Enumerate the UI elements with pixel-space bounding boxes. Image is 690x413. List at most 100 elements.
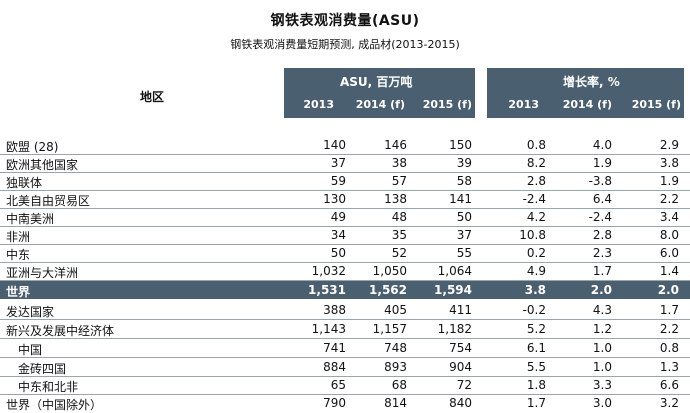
growth-2014: 6.4 [592, 192, 612, 206]
asu-2015: 411 [449, 303, 472, 317]
table-row: 独联体 59 57 58 2.8 -3.8 1.9 [0, 172, 690, 191]
table-row: 中国 741 748 754 6.1 1.0 0.8 [0, 339, 690, 358]
growth-2015: 2.0 [657, 283, 679, 297]
asu-2014: 1,157 [372, 322, 407, 336]
region-label: 亚洲与大洋洲 [6, 266, 79, 280]
asu-2014: 405 [384, 303, 407, 317]
region-label: 中国 [18, 343, 43, 357]
growth-2015: 3.8 [659, 156, 679, 170]
asu-2014: 52 [391, 246, 407, 260]
growth-year-2015: 2015 (f) [631, 98, 681, 111]
asu-2013: 65 [330, 378, 346, 392]
region-label: 中南美洲 [6, 212, 55, 226]
growth-2013: 8.2 [526, 156, 546, 170]
growth-header-block: 增长率, % 2013 2014 (f) 2015 (f) [487, 68, 684, 118]
growth-2015: 2.9 [659, 138, 679, 152]
growth-2013: -0.2 [522, 303, 546, 317]
growth-2015: 1.9 [659, 174, 679, 188]
table-row: 欧盟 (28) 140 146 150 0.8 4.0 2.9 [0, 136, 690, 155]
growth-2015: 1.7 [659, 303, 679, 317]
growth-2014: -3.8 [588, 174, 612, 188]
table-row: 欧洲其他国家 37 38 39 8.2 1.9 3.8 [0, 154, 690, 173]
asu-2015: 754 [449, 341, 472, 355]
growth-2013: -2.4 [522, 192, 546, 206]
asu-2014: 146 [384, 138, 407, 152]
asu-2013: 1,531 [308, 283, 346, 297]
table-row: 中东 50 52 55 0.2 2.3 6.0 [0, 244, 690, 263]
asu-2013: 388 [323, 303, 346, 317]
growth-2014: 1.7 [592, 264, 612, 278]
asu-2015: 1,594 [434, 283, 472, 297]
asu-2015: 55 [456, 246, 472, 260]
growth-2013: 2.8 [526, 174, 546, 188]
table-row: 中南美洲 49 48 50 4.2 -2.4 3.4 [0, 208, 690, 227]
table-row: 新兴及发展中经济体 1,143 1,157 1,182 5.2 1.2 2.2 [0, 320, 690, 339]
growth-2015: 8.0 [659, 228, 679, 242]
region-label: 独联体 [6, 176, 43, 190]
growth-2013: 5.2 [526, 322, 546, 336]
growth-2014: 1.0 [592, 360, 612, 374]
growth-2014: 4.0 [592, 138, 612, 152]
asu-2014: 35 [391, 228, 407, 242]
asu-2014: 893 [384, 360, 407, 374]
growth-2013: 3.8 [524, 283, 546, 297]
growth-2015: 6.0 [659, 246, 679, 260]
asu-2014: 814 [384, 396, 407, 410]
asu-2015: 904 [449, 360, 472, 374]
growth-2013: 0.2 [526, 246, 546, 260]
asu-year-2014: 2014 (f) [355, 98, 405, 111]
growth-2013: 1.8 [526, 378, 546, 392]
growth-2014: 1.9 [592, 156, 612, 170]
asu-2014: 68 [391, 378, 407, 392]
asu-2015: 72 [456, 378, 472, 392]
region-label: 中东和北非 [18, 380, 79, 394]
asu-2013: 50 [330, 246, 346, 260]
table-row: 亚洲与大洋洲 1,032 1,050 1,064 4.9 1.7 1.4 [0, 262, 690, 281]
growth-2013: 4.2 [526, 210, 546, 224]
table-row: 发达国家 388 405 411 -0.2 4.3 1.7 [0, 301, 690, 320]
region-column-header: 地区 [140, 90, 165, 104]
growth-2014: 1.2 [592, 322, 612, 336]
region-label: 金砖四国 [18, 362, 67, 376]
asu-2013: 140 [323, 138, 346, 152]
asu-header-block: ASU, 百万吨 2013 2014 (f) 2015 (f) [284, 68, 475, 118]
asu-2013: 790 [323, 396, 346, 410]
growth-2014: 2.0 [590, 283, 612, 297]
asu-2015: 37 [456, 228, 472, 242]
asu-2015: 58 [456, 174, 472, 188]
region-label: 欧盟 (28) [6, 140, 59, 154]
page-title: 钢铁表观消费量(ASU) [270, 13, 420, 29]
asu-2015: 141 [449, 192, 472, 206]
growth-2015: 6.6 [659, 378, 679, 392]
growth-2015: 2.2 [659, 322, 679, 336]
growth-2014: 1.0 [592, 341, 612, 355]
growth-2015: 1.4 [659, 264, 679, 278]
asu-2014: 748 [384, 341, 407, 355]
asu-2013: 741 [323, 341, 346, 355]
asu-2013: 49 [330, 210, 346, 224]
growth-year-2014: 2014 (f) [562, 98, 612, 111]
region-label: 发达国家 [6, 305, 55, 319]
asu-2013: 1,143 [311, 322, 346, 336]
asu-2015: 39 [456, 156, 472, 170]
asu-2013: 34 [330, 228, 346, 242]
asu-2014: 48 [391, 210, 407, 224]
table-row: 中东和北非 65 68 72 1.8 3.3 6.6 [0, 376, 690, 395]
asu-header-title: ASU, 百万吨 [340, 75, 413, 89]
region-label: 北美自由贸易区 [6, 194, 91, 208]
growth-2015: 1.3 [659, 360, 679, 374]
asu-2015: 50 [456, 210, 472, 224]
asu-2013: 1,032 [311, 264, 346, 278]
table-row: 世界（中国除外） 790 814 840 1.7 3.0 3.2 [0, 394, 690, 412]
growth-2013: 4.9 [526, 264, 546, 278]
table-row: 金砖四国 884 893 904 5.5 1.0 1.3 [0, 358, 690, 377]
asu-2015: 150 [449, 138, 472, 152]
growth-2014: 4.3 [592, 303, 612, 317]
growth-2013: 1.7 [526, 396, 546, 410]
asu-2014: 1,050 [372, 264, 407, 278]
region-label: 新兴及发展中经济体 [6, 324, 115, 338]
asu-2014: 38 [391, 156, 407, 170]
asu-2015: 1,064 [437, 264, 472, 278]
asu-year-2015: 2015 (f) [422, 98, 472, 111]
growth-header-title: 增长率, % [563, 75, 620, 89]
